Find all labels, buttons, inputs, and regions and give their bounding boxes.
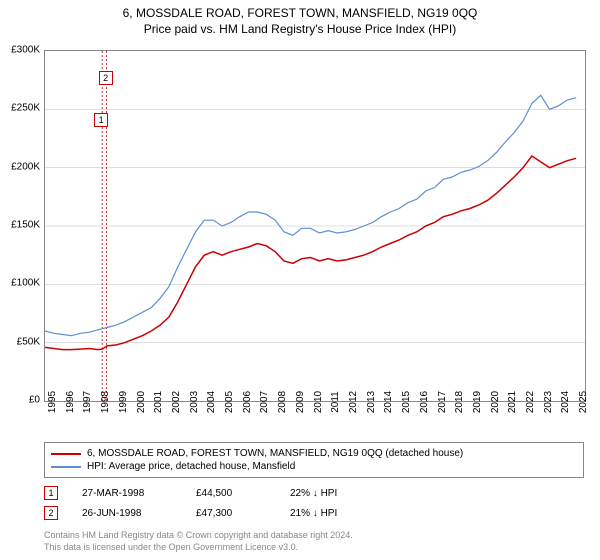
legend-box: 6, MOSSDALE ROAD, FOREST TOWN, MANSFIELD… xyxy=(44,442,584,478)
x-tick-label: 2021 xyxy=(507,391,518,413)
x-tick-label: 2010 xyxy=(313,391,324,413)
x-tick-label: 2023 xyxy=(543,391,554,413)
y-tick-label: £200K xyxy=(11,161,40,172)
y-tick-label: £0 xyxy=(29,395,40,406)
x-tick-label: 2017 xyxy=(437,391,448,413)
transaction-marker-icon: 2 xyxy=(44,506,58,520)
transaction-price: £47,300 xyxy=(196,508,266,519)
x-tick-label: 1995 xyxy=(47,391,58,413)
legend-label: HPI: Average price, detached house, Mans… xyxy=(87,461,295,472)
title-main: 6, MOSSDALE ROAD, FOREST TOWN, MANSFIELD… xyxy=(0,6,600,20)
x-tick-label: 2015 xyxy=(401,391,412,413)
x-tick-label: 2000 xyxy=(136,391,147,413)
x-tick-label: 2018 xyxy=(454,391,465,413)
footer-line1: Contains HM Land Registry data © Crown c… xyxy=(44,530,584,542)
legend-label: 6, MOSSDALE ROAD, FOREST TOWN, MANSFIELD… xyxy=(87,448,463,459)
y-tick-label: £300K xyxy=(11,45,40,56)
transaction-row: 2 26-JUN-1998 £47,300 21% ↓ HPI xyxy=(44,506,584,520)
legend-row: 6, MOSSDALE ROAD, FOREST TOWN, MANSFIELD… xyxy=(51,447,577,460)
x-tick-label: 1997 xyxy=(82,391,93,413)
transaction-price: £44,500 xyxy=(196,488,266,499)
x-tick-label: 2012 xyxy=(348,391,359,413)
x-tick-label: 2004 xyxy=(206,391,217,413)
x-tick-label: 2020 xyxy=(490,391,501,413)
x-tick-label: 2024 xyxy=(560,391,571,413)
x-tick-label: 2007 xyxy=(259,391,270,413)
transaction-row: 1 27-MAR-1998 £44,500 22% ↓ HPI xyxy=(44,486,584,500)
chart-svg xyxy=(45,51,585,401)
transaction-date: 26-JUN-1998 xyxy=(82,508,172,519)
title-block: 6, MOSSDALE ROAD, FOREST TOWN, MANSFIELD… xyxy=(0,0,600,36)
x-tick-label: 2011 xyxy=(330,391,341,413)
x-tick-label: 2014 xyxy=(383,391,394,413)
legend-swatch-series2 xyxy=(51,466,81,468)
y-tick-label: £100K xyxy=(11,278,40,289)
transaction-marker-icon: 1 xyxy=(44,486,58,500)
legend-swatch-series1 xyxy=(51,453,81,455)
transaction-date: 27-MAR-1998 xyxy=(82,488,172,499)
x-tick-label: 2001 xyxy=(153,391,164,413)
x-tick-label: 2003 xyxy=(189,391,200,413)
chart-container: 6, MOSSDALE ROAD, FOREST TOWN, MANSFIELD… xyxy=(0,0,600,560)
y-tick-label: £50K xyxy=(17,336,40,347)
x-tick-label: 2022 xyxy=(525,391,536,413)
x-tick-label: 2013 xyxy=(366,391,377,413)
chart-marker-icon: 2 xyxy=(99,71,113,85)
x-tick-label: 2019 xyxy=(472,391,483,413)
legend-row: HPI: Average price, detached house, Mans… xyxy=(51,460,577,473)
x-tick-label: 2002 xyxy=(171,391,182,413)
footer-note: Contains HM Land Registry data © Crown c… xyxy=(44,530,584,553)
chart-plot-area xyxy=(44,50,586,402)
x-tick-label: 1998 xyxy=(100,391,111,413)
x-tick-label: 1999 xyxy=(118,391,129,413)
x-tick-label: 2025 xyxy=(578,391,589,413)
x-tick-label: 2008 xyxy=(277,391,288,413)
y-tick-label: £250K xyxy=(11,103,40,114)
x-tick-label: 2006 xyxy=(242,391,253,413)
x-tick-label: 2005 xyxy=(224,391,235,413)
transaction-delta: 22% ↓ HPI xyxy=(290,488,337,499)
chart-marker-icon: 1 xyxy=(94,113,108,127)
x-tick-label: 2009 xyxy=(295,391,306,413)
transaction-delta: 21% ↓ HPI xyxy=(290,508,337,519)
x-tick-label: 1996 xyxy=(65,391,76,413)
x-tick-label: 2016 xyxy=(419,391,430,413)
y-tick-label: £150K xyxy=(11,220,40,231)
footer-line2: This data is licensed under the Open Gov… xyxy=(44,542,584,554)
title-sub: Price paid vs. HM Land Registry's House … xyxy=(0,22,600,36)
